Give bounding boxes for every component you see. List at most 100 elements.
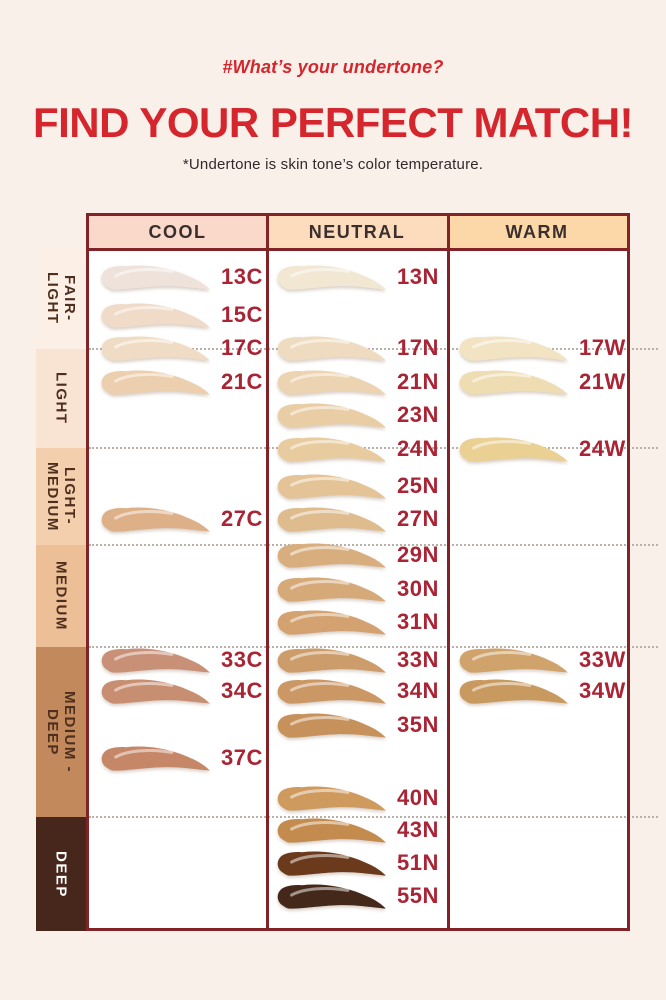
foundation-smear-icon — [101, 303, 210, 328]
foundation-smear-icon — [277, 507, 386, 532]
shade-30n: 30N — [272, 573, 439, 605]
shade-33w: 33W — [454, 644, 626, 676]
shade-code: 37C — [221, 745, 263, 770]
shade-code: 21W — [579, 369, 626, 394]
shade-code: 25N — [397, 473, 439, 498]
shade-29n: 29N — [272, 539, 439, 571]
shade-code: 33N — [397, 647, 439, 672]
foundation-smear-icon — [277, 336, 386, 361]
shade-43n: 43N — [272, 814, 439, 846]
shade-code: 23N — [397, 402, 439, 427]
depth-label-text: DEEP — [52, 850, 70, 898]
foundation-smear-icon — [277, 474, 386, 499]
shade-code: 17N — [397, 335, 439, 360]
shade-21w: 21W — [454, 366, 626, 398]
foundation-smear-icon — [277, 577, 386, 602]
shade-code: 34N — [397, 678, 439, 703]
shade-13c: 13C — [96, 261, 263, 293]
shade-51n: 51N — [272, 847, 439, 879]
column-header-cool: COOL — [89, 216, 266, 248]
shade-34c: 34C — [96, 675, 263, 707]
foundation-smear-icon — [277, 679, 386, 704]
column-divider — [266, 216, 269, 928]
depth-label-text: LIGHT — [52, 372, 70, 425]
shade-24w: 24W — [454, 433, 626, 465]
shade-code: 43N — [397, 817, 439, 842]
foundation-smear-icon — [277, 884, 386, 909]
depth-label-medium-deep: MEDIUM - DEEP — [36, 647, 86, 817]
foundation-smear-icon — [101, 507, 210, 532]
foundation-smear-icon — [277, 265, 386, 290]
shade-55n: 55N — [272, 880, 439, 912]
shade-34w: 34W — [454, 675, 626, 707]
foundation-smear-icon — [459, 336, 568, 361]
depth-label-text: MEDIUM - DEEP — [44, 691, 78, 773]
shade-code: 31N — [397, 609, 439, 634]
shade-code: 13N — [397, 264, 439, 289]
column-header-warm: WARM — [447, 216, 627, 248]
foundation-smear-icon — [459, 648, 568, 673]
shade-25n: 25N — [272, 470, 439, 502]
depth-label-medium: MEDIUM — [36, 545, 86, 647]
foundation-smear-icon — [277, 713, 386, 738]
shade-34n: 34N — [272, 675, 439, 707]
shade-27c: 27C — [96, 503, 263, 535]
page-title: FIND YOUR PERFECT MATCH! — [32, 99, 634, 146]
shade-code: 34W — [579, 678, 626, 703]
shade-code: 27C — [221, 506, 263, 531]
foundation-smear-icon — [277, 851, 386, 876]
shade-code: 29N — [397, 542, 439, 567]
shade-33c: 33C — [96, 644, 263, 676]
foundation-smear-icon — [459, 437, 568, 462]
shade-31n: 31N — [272, 606, 439, 638]
foundation-smear-icon — [101, 679, 210, 704]
column-header-neutral: NEUTRAL — [267, 216, 447, 248]
foundation-smear-icon — [459, 370, 568, 395]
shade-code: 27N — [397, 506, 439, 531]
undertone-note: *Undertone is skin tone’s color temperat… — [182, 156, 484, 173]
shade-17c: 17C — [96, 332, 263, 364]
shade-37c: 37C — [96, 742, 263, 774]
shade-21c: 21C — [96, 366, 263, 398]
shade-code: 34C — [221, 678, 263, 703]
shade-17n: 17N — [272, 332, 439, 364]
shade-33n: 33N — [272, 644, 439, 676]
shade-code: 33C — [221, 647, 263, 672]
shade-code: 55N — [397, 883, 439, 908]
shade-40n: 40N — [272, 782, 439, 814]
foundation-smear-icon — [277, 818, 386, 843]
shade-code: 17W — [579, 335, 626, 360]
shade-code: 21N — [397, 369, 439, 394]
shade-21n: 21N — [272, 366, 439, 398]
shade-15c: 15C — [96, 299, 263, 331]
shade-code: 24W — [579, 436, 626, 461]
column-divider — [447, 216, 450, 928]
foundation-smear-icon — [101, 336, 210, 361]
shade-24n: 24N — [272, 433, 439, 465]
section-divider-dotted-line — [89, 348, 658, 350]
depth-label-light-medium: LIGHT- MEDIUM — [36, 448, 86, 545]
foundation-smear-icon — [101, 265, 210, 290]
foundation-smear-icon — [277, 648, 386, 673]
shade-code: 33W — [579, 647, 626, 672]
shade-code: 35N — [397, 712, 439, 737]
shade-code: 30N — [397, 576, 439, 601]
section-divider-dotted-line — [89, 816, 658, 818]
section-divider-dotted-line — [89, 544, 658, 546]
depth-label-light: LIGHT — [36, 349, 86, 448]
table-right-border — [627, 213, 630, 931]
shade-code: 13C — [221, 264, 263, 289]
foundation-smear-icon — [277, 403, 386, 428]
shade-23n: 23N — [272, 399, 439, 431]
section-divider-dotted-line — [89, 447, 658, 449]
shade-code: 15C — [221, 302, 263, 327]
depth-label-deep: DEEP — [36, 817, 86, 931]
foundation-smear-icon — [101, 746, 210, 771]
shade-code: 17C — [221, 335, 263, 360]
foundation-smear-icon — [277, 370, 386, 395]
section-divider-dotted-line — [89, 646, 658, 648]
shade-27n: 27N — [272, 503, 439, 535]
shade-code: 21C — [221, 369, 263, 394]
shade-35n: 35N — [272, 709, 439, 741]
